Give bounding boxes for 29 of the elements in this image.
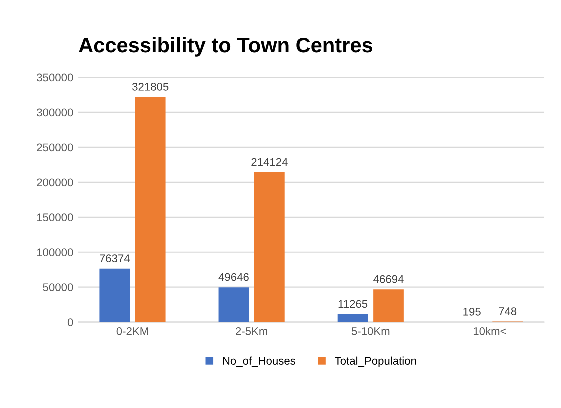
y-tick-label: 250000	[37, 144, 74, 152]
data-label: 46694	[374, 275, 404, 284]
x-tick-label: 0-2KM	[116, 327, 148, 336]
data-label: 11265	[338, 300, 368, 308]
chart-title: Accessibility to Town Centres	[79, 37, 373, 57]
y-tick-label: 200000	[37, 178, 74, 187]
data-label: 748	[499, 308, 517, 316]
y-tick-label: 150000	[37, 214, 74, 222]
y-tick-label: 300000	[37, 108, 74, 117]
legend-label: Total_Population	[335, 356, 416, 368]
bar	[254, 172, 285, 322]
y-tick-label: 350000	[37, 74, 74, 82]
y-tick-label: 100000	[37, 248, 74, 257]
data-label: 321805	[132, 83, 169, 91]
x-tick-label: 2-5Km	[236, 327, 268, 336]
bar	[218, 288, 250, 322]
legend-label: No_of_Houses	[223, 356, 296, 368]
y-tick-label: 50000	[43, 284, 74, 292]
x-tick-label: 5-10Km	[352, 327, 390, 336]
data-label: 49646	[218, 273, 249, 282]
bar	[338, 314, 368, 322]
data-label: 214124	[252, 158, 288, 166]
y-tick-label: 0	[68, 318, 74, 326]
bar	[100, 268, 130, 322]
data-label: 76374	[100, 254, 130, 263]
bar	[135, 97, 166, 322]
x-tick-label: 10km<	[474, 327, 506, 336]
data-label: 195	[464, 308, 481, 316]
bar	[374, 290, 404, 322]
